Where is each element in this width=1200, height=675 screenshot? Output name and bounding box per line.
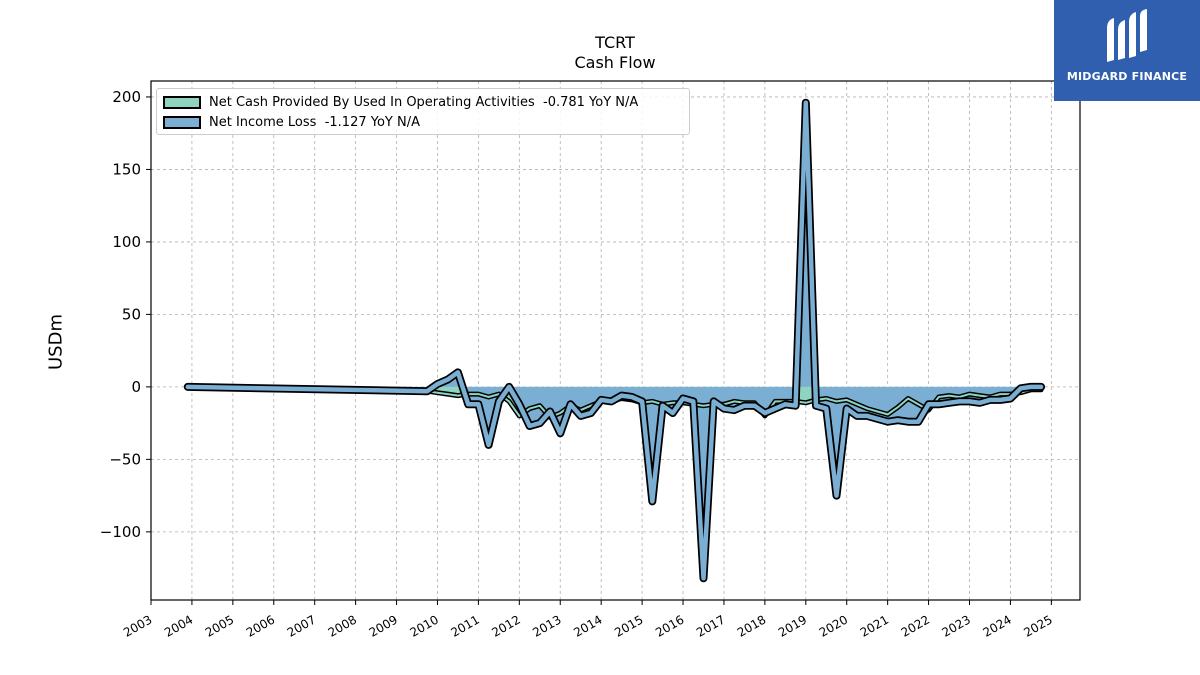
x-tick-label: 2014 [571, 612, 604, 639]
x-tick-label: 2021 [858, 612, 891, 639]
x-tick-label: 2011 [448, 612, 481, 639]
x-tick-label: 2005 [203, 612, 236, 639]
x-tick-label: 2013 [530, 612, 563, 639]
x-tick-label: 2006 [244, 612, 277, 639]
y-tick-label: −100 [100, 523, 141, 541]
plot-frame [150, 80, 1081, 601]
x-tick-label: 2008 [326, 612, 359, 639]
legend-item-net-income: Net Income Loss -1.127 YoY N/A [163, 114, 420, 130]
brand-logo: MIDGARD FINANCE [1054, 0, 1200, 101]
y-tick-label: 200 [112, 88, 141, 106]
x-tick-label: 2017 [694, 612, 727, 639]
legend-swatch-net-income [163, 115, 201, 129]
chart-subtitle: Cash Flow [574, 53, 656, 72]
y-tick-label: −50 [109, 450, 141, 468]
y-axis-ticks: −100 −50 0 50 100 150 200 [100, 88, 151, 541]
x-axis-ticks: 2003 2004 2005 2006 2007 2008 2009 2010 2011 2012… [121, 600, 1055, 640]
legend-label-net-income: Net Income Loss -1.127 YoY N/A [209, 114, 420, 130]
y-axis-label: USDm [45, 314, 67, 370]
x-tick-label: 2020 [817, 612, 850, 639]
y-tick-label: 150 [112, 160, 141, 178]
x-tick-label: 2016 [653, 612, 686, 639]
legend: Net Cash Provided By Used In Operating A… [156, 88, 690, 135]
legend-swatch-operating-cash [163, 95, 201, 109]
x-tick-label: 2023 [940, 612, 973, 639]
x-tick-label: 2019 [776, 612, 809, 639]
grid-lines [150, 81, 1080, 600]
series-outline-net-income [183, 98, 1046, 583]
legend-item-operating-cash: Net Cash Provided By Used In Operating A… [163, 94, 638, 110]
logo-mark-icon [1107, 9, 1147, 62]
x-tick-label: 2004 [162, 612, 195, 639]
x-tick-label: 2018 [735, 612, 768, 639]
series-line-net-income [185, 100, 1044, 581]
y-tick-label: 0 [131, 378, 141, 396]
logo-text: MIDGARD FINANCE [1066, 70, 1188, 83]
series-lines [183, 98, 1046, 583]
x-tick-label: 2025 [1021, 612, 1054, 639]
x-tick-label: 2009 [367, 612, 400, 639]
series-areas [187, 102, 1042, 579]
y-tick-label: 100 [112, 233, 141, 251]
x-tick-label: 2022 [899, 612, 932, 639]
x-tick-label: 2015 [612, 612, 645, 639]
x-tick-label: 2007 [285, 612, 318, 639]
series-line-operating-cash [426, 388, 1043, 419]
y-tick-label: 50 [122, 305, 141, 323]
x-tick-label: 2024 [980, 612, 1013, 639]
x-tick-label: 2012 [489, 612, 522, 639]
chart-title: TCRT [595, 33, 635, 52]
series-area-net-income [187, 102, 1042, 579]
x-tick-label: 2003 [121, 612, 154, 639]
x-tick-label: 2010 [408, 612, 441, 639]
legend-label-operating-cash: Net Cash Provided By Used In Operating A… [209, 94, 639, 110]
